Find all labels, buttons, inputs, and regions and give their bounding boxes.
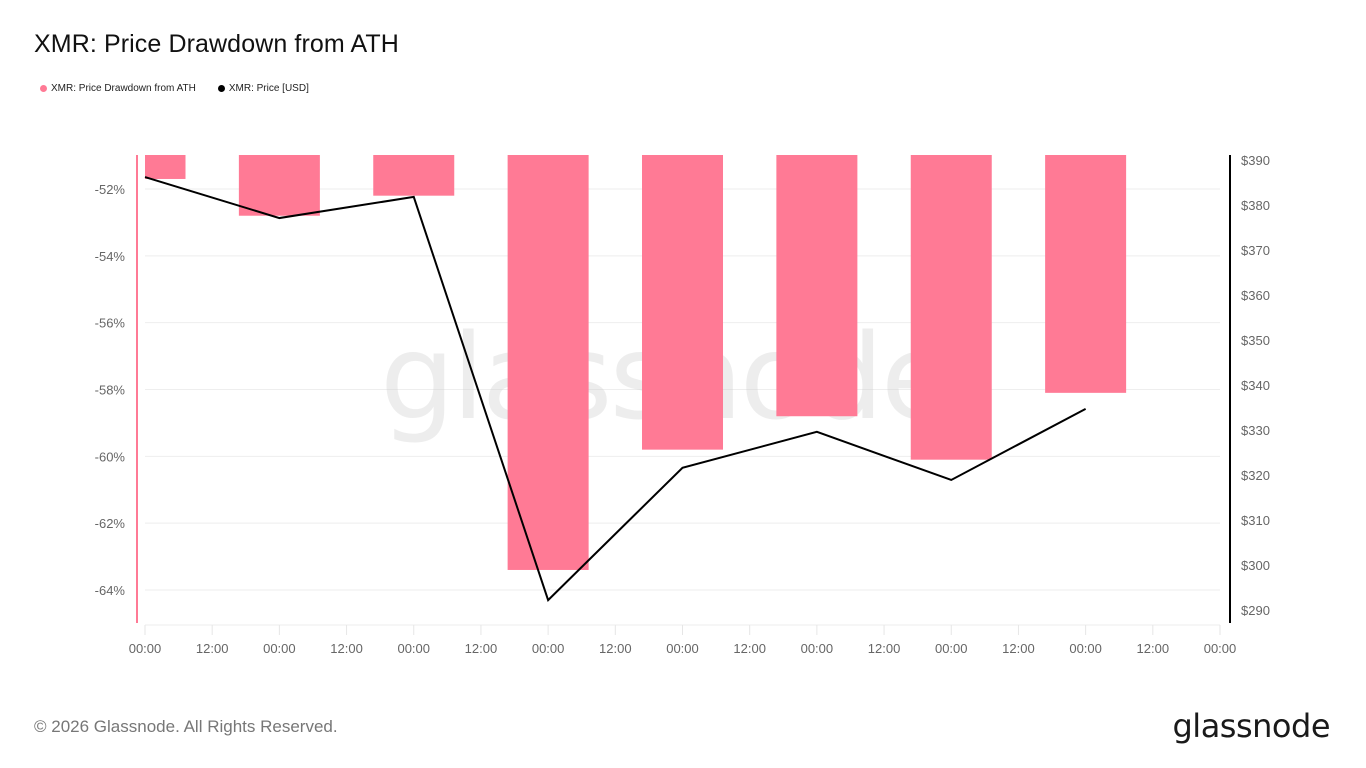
left-axis-tick-label: -52%	[95, 182, 126, 197]
drawdown-bar[interactable]	[776, 155, 858, 417]
left-axis-tick-label: -62%	[95, 516, 126, 531]
legend-dot-price-icon	[217, 85, 225, 92]
legend: XMR: Price Drawdown from ATH XMR: Price …	[40, 83, 309, 94]
drawdown-bar[interactable]	[1045, 155, 1127, 393]
legend-item-drawdown[interactable]: XMR: Price Drawdown from ATH	[40, 83, 196, 94]
x-axis-tick-label: 12:00	[733, 641, 766, 656]
legend-label-drawdown: XMR: Price Drawdown from ATH	[51, 83, 196, 94]
drawdown-bar[interactable]	[145, 155, 186, 179]
x-axis-tick-label: 12:00	[599, 641, 632, 656]
x-axis-tick-label: 00:00	[263, 641, 296, 656]
left-axis-tick-label: -54%	[95, 249, 126, 264]
legend-item-price[interactable]: XMR: Price [USD]	[217, 83, 309, 94]
price-polyline[interactable]	[144, 176, 1087, 602]
x-axis-tick-label: 00:00	[801, 641, 834, 656]
chart-title: XMR: Price Drawdown from ATH	[34, 30, 399, 58]
price-line	[144, 176, 1087, 602]
x-axis-tick-label: 12:00	[868, 641, 901, 656]
left-y-axis: -52% -54% -56% -58% -60% -62% -64%	[95, 155, 138, 623]
right-axis-tick-label: $390	[1241, 153, 1270, 168]
gridlines	[145, 188, 1220, 626]
left-axis-tick-label: -60%	[95, 449, 126, 464]
x-axis-tick-label: 12:00	[1002, 641, 1035, 656]
drawdown-bar[interactable]	[238, 155, 320, 216]
x-axis-tick-label: 00:00	[935, 641, 968, 656]
left-axis-tick-label: -64%	[95, 583, 126, 598]
right-y-axis: $390 $380 $370 $360 $350 $340 $330 $320 $310 $300…	[1229, 153, 1270, 623]
x-axis-tick-label: 12:00	[465, 641, 498, 656]
left-axis-tick-label: -56%	[95, 316, 126, 331]
right-axis-tick-label: $310	[1241, 513, 1270, 528]
right-axis-tick-label: $340	[1241, 378, 1270, 393]
right-axis-tick-label: $360	[1241, 288, 1270, 303]
x-axis-tick-label: 00:00	[1069, 641, 1102, 656]
legend-label-price: XMR: Price [USD]	[228, 83, 309, 94]
glassnode-logo[interactable]: glassnode	[1172, 707, 1330, 745]
right-axis-tick-label: $300	[1241, 558, 1270, 573]
x-axis: 00:00 12:00 00:00 12:00 00:00 12:00 00:00 12:00…	[129, 625, 1237, 656]
drawdown-bar[interactable]	[642, 155, 723, 450]
right-axis-tick-label: $320	[1241, 468, 1270, 483]
x-axis-tick-label: 00:00	[666, 641, 699, 656]
x-axis-tick-label: 00:00	[1204, 641, 1237, 656]
right-axis-tick-label: $330	[1241, 423, 1270, 438]
legend-dot-drawdown-icon	[40, 85, 47, 92]
drawdown-bar[interactable]	[910, 155, 992, 460]
x-axis-tick-label: 12:00	[330, 641, 363, 656]
drawdown-bar[interactable]	[507, 155, 589, 570]
x-axis-tick-label: 12:00	[196, 641, 229, 656]
right-axis-tick-label: $370	[1241, 243, 1270, 258]
x-axis-tick-label: 00:00	[397, 641, 430, 656]
drawdown-bar[interactable]	[373, 155, 455, 196]
right-axis-tick-label: $350	[1241, 333, 1270, 348]
left-axis-tick-label: -58%	[95, 383, 126, 398]
x-axis-tick-label: 00:00	[532, 641, 565, 656]
right-axis-tick-label: $290	[1241, 603, 1270, 618]
drawdown-bars	[145, 155, 1127, 570]
right-axis-tick-label: $380	[1241, 198, 1270, 213]
x-axis-tick-label: 12:00	[1137, 641, 1170, 656]
copyright-text: © 2026 Glassnode. All Rights Reserved.	[34, 717, 338, 736]
x-axis-tick-label: 00:00	[129, 641, 162, 656]
